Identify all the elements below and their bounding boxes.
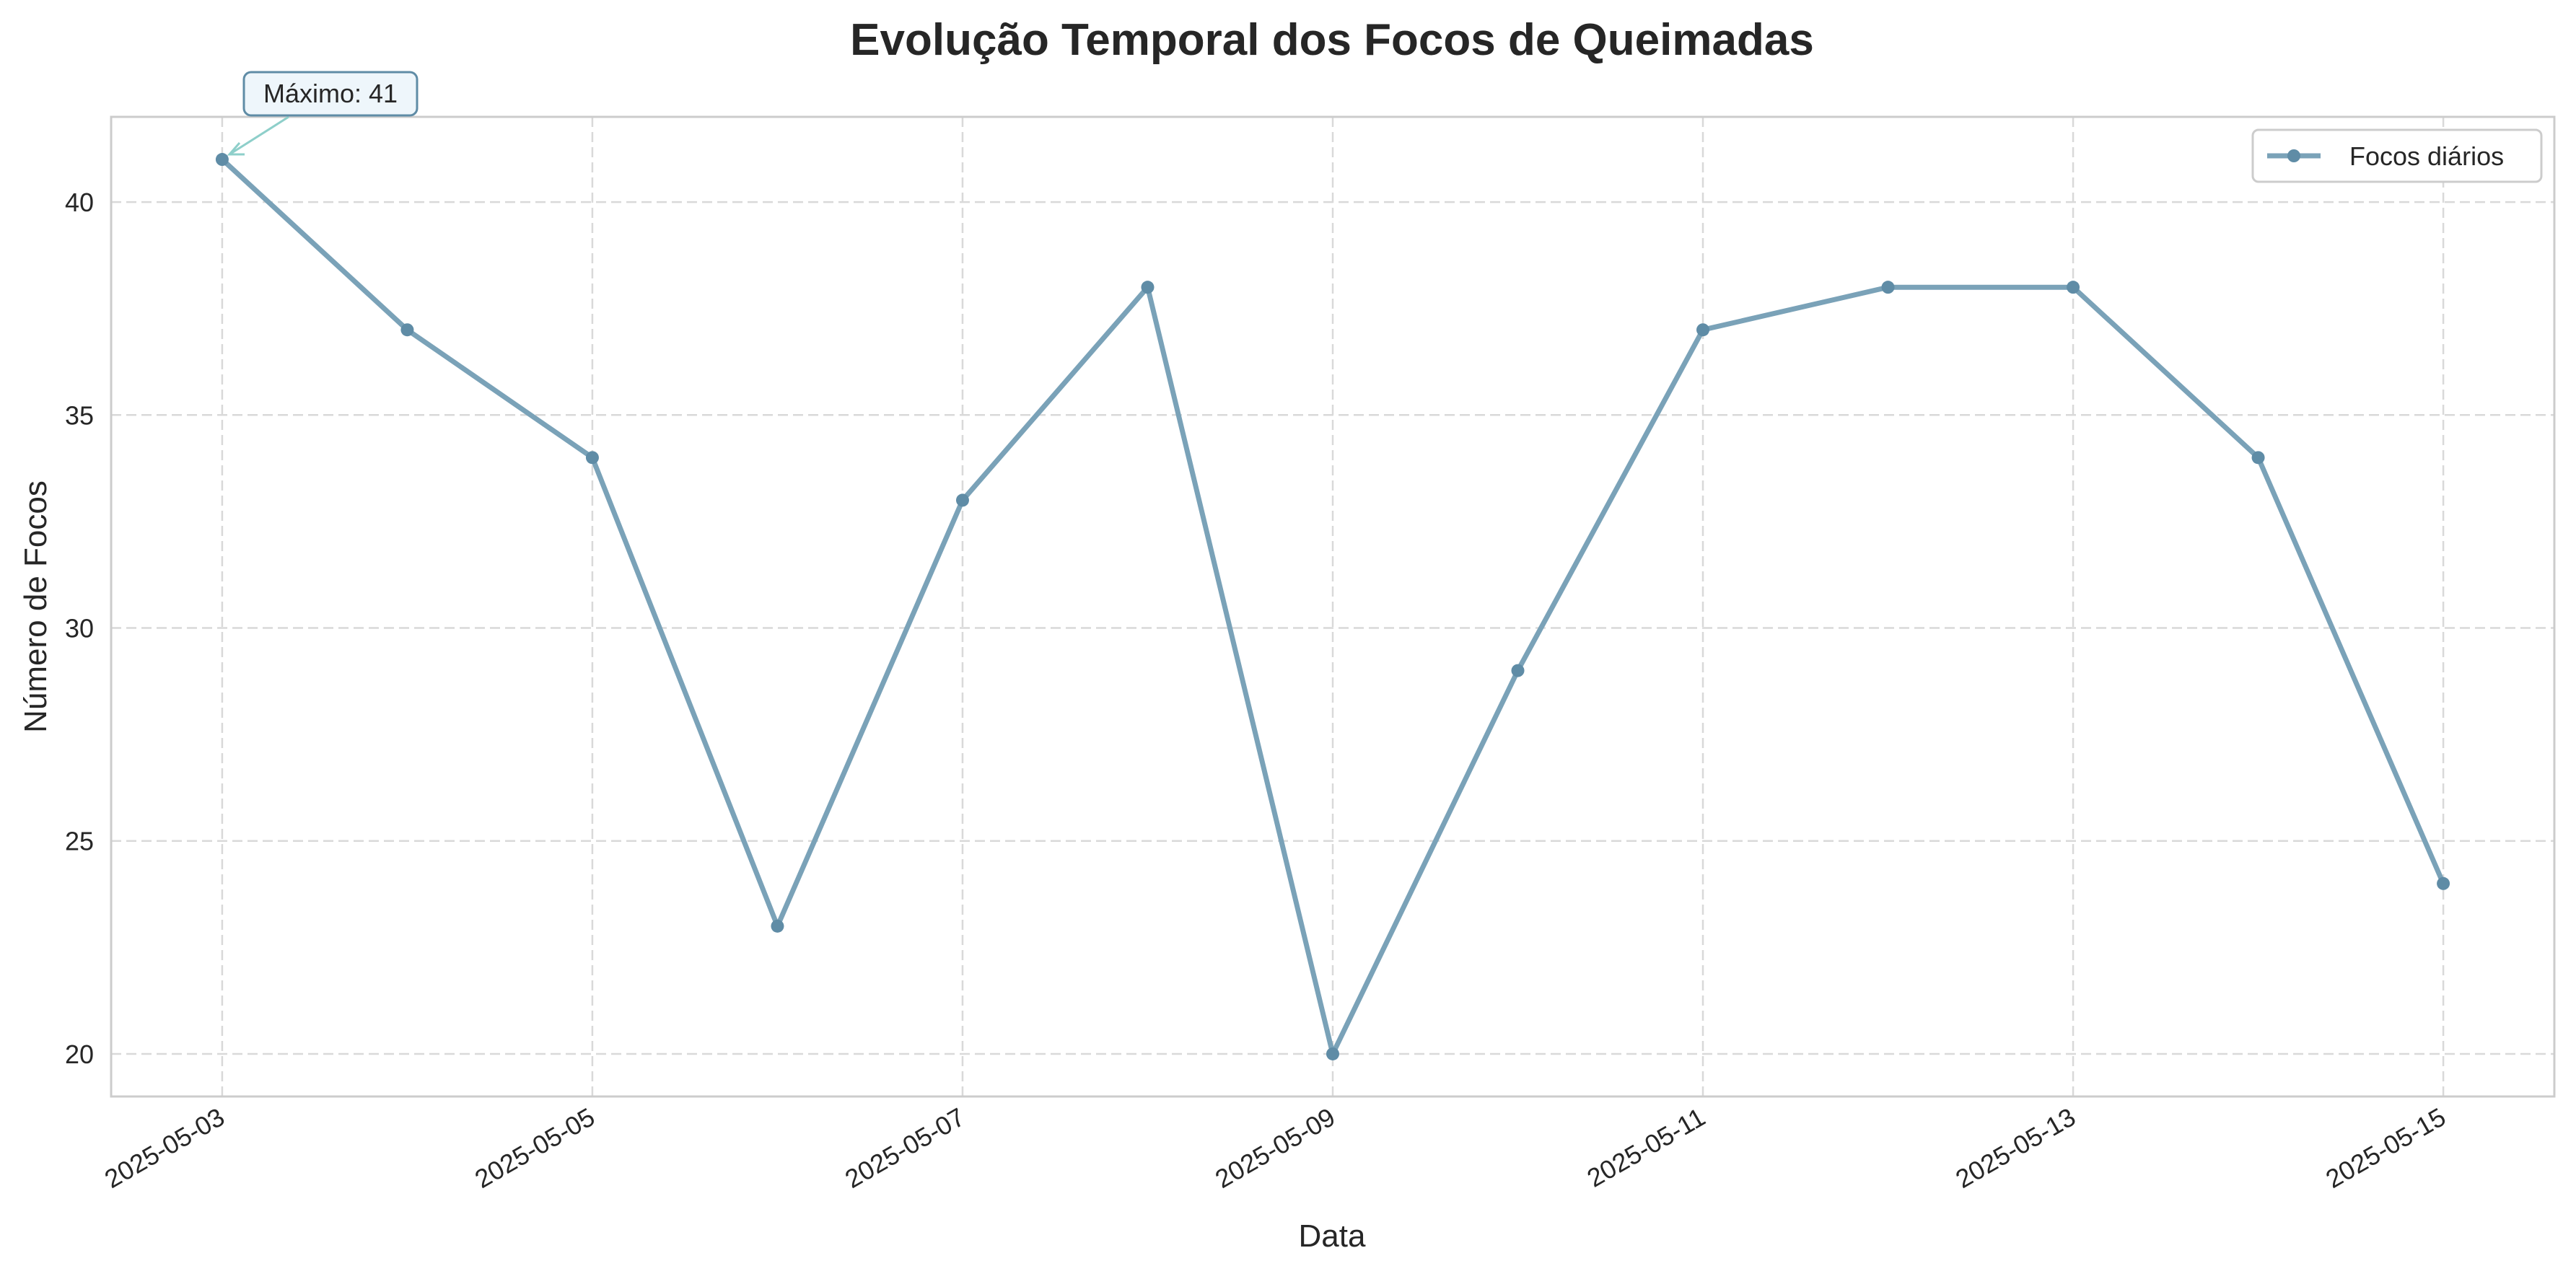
- chart-title: Evolução Temporal dos Focos de Queimadas: [850, 15, 1814, 65]
- legend-label: Focos diários: [2349, 141, 2504, 171]
- annotation-text: Máximo: 41: [263, 79, 398, 108]
- data-point: [1326, 1047, 1339, 1060]
- data-point: [2067, 281, 2080, 294]
- data-point: [1511, 664, 1525, 677]
- data-point: [1881, 281, 1895, 294]
- data-point: [215, 153, 229, 167]
- data-point: [585, 451, 599, 465]
- y-tick-label: 40: [65, 188, 94, 217]
- y-tick-label: 30: [65, 614, 94, 643]
- data-point: [771, 919, 784, 933]
- x-tick-label: 2025-05-03: [100, 1102, 229, 1194]
- legend-marker: [2287, 149, 2300, 162]
- legend-box: [2251, 128, 2543, 183]
- data-point: [1141, 281, 1155, 294]
- x-tick-label: 2025-05-09: [1210, 1102, 1340, 1194]
- x-tick-label: 2025-05-07: [840, 1102, 970, 1194]
- x-tick-label: 2025-05-05: [470, 1102, 600, 1194]
- data-point: [2251, 451, 2265, 465]
- y-axis-label: Número de Focos: [18, 480, 53, 733]
- series-layer: [215, 153, 2450, 1060]
- x-tick-label: 2025-05-15: [2321, 1102, 2450, 1194]
- grid-layer: [111, 117, 2554, 1096]
- y-tick-label: 25: [65, 827, 94, 856]
- annotation-box: [242, 71, 419, 117]
- y-tick-label: 35: [65, 400, 94, 430]
- legend: Focos diários: [2251, 128, 2543, 183]
- data-point: [1696, 323, 1710, 337]
- max-annotation: Máximo: 41: [227, 71, 419, 156]
- x-tick-label: 2025-05-11: [1582, 1102, 1710, 1192]
- annotation-arrowhead: [227, 142, 245, 156]
- data-point: [955, 493, 969, 507]
- data-point: [2437, 876, 2450, 890]
- data-point: [400, 323, 414, 337]
- x-tick-label: 2025-05-13: [1950, 1102, 2080, 1194]
- annotation-arrow: [229, 115, 289, 156]
- y-tick-label: 20: [65, 1040, 94, 1069]
- x-axis-label: Data: [1299, 1218, 1366, 1254]
- plot-frame: [110, 115, 2556, 1098]
